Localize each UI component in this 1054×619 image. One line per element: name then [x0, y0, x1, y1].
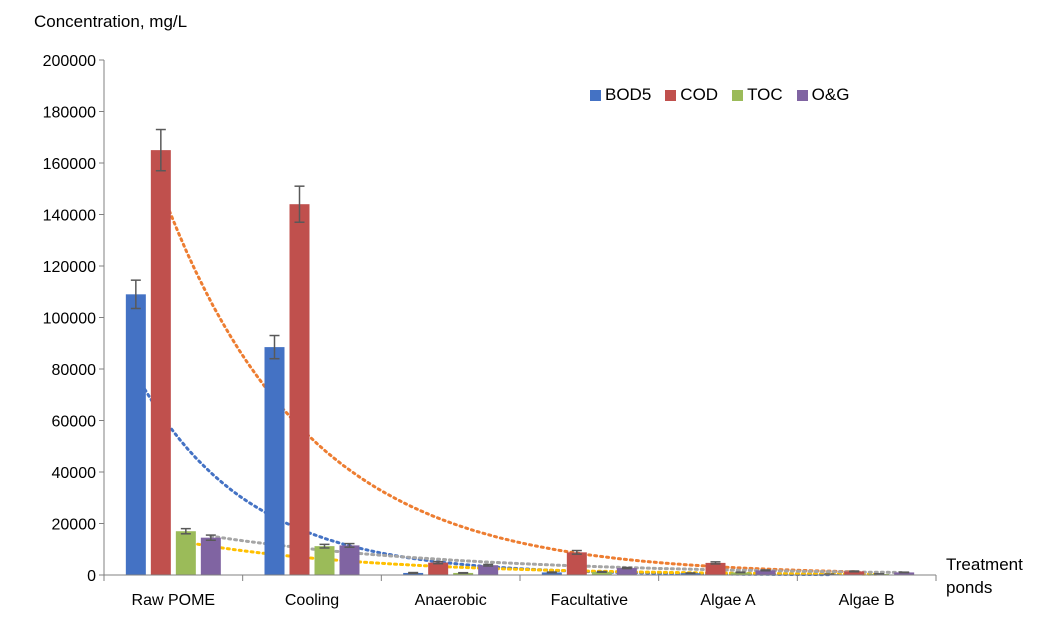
- bar-og: [894, 572, 915, 575]
- y-tick-label: 60000: [52, 414, 97, 431]
- y-tick-label: 80000: [52, 362, 97, 379]
- x-tick-label: Cooling: [285, 592, 339, 609]
- x-axis-title-line: Treatment: [946, 555, 1023, 574]
- trendline-bod5: [134, 372, 831, 577]
- y-tick-label: 40000: [52, 465, 97, 482]
- bar-toc: [730, 572, 751, 575]
- y-tick-label: 140000: [43, 208, 96, 225]
- bar-cod: [289, 204, 310, 575]
- legend-swatch: [732, 89, 744, 101]
- legend-item: O&G: [796, 85, 850, 105]
- y-tick-label: 20000: [52, 517, 97, 534]
- x-tick-label: Raw POME: [132, 592, 216, 609]
- x-tick-label: Anaerobic: [415, 592, 487, 609]
- legend-swatch: [665, 89, 677, 101]
- bar-toc: [453, 572, 474, 575]
- y-tick-label: 200000: [43, 53, 96, 70]
- bar-bod5: [541, 572, 562, 575]
- legend: BOD5 COD TOC O&G: [590, 85, 849, 105]
- legend-label: O&G: [811, 85, 850, 104]
- y-tick-label: 0: [87, 568, 96, 585]
- bar-cod: [150, 150, 171, 575]
- bar-og: [200, 537, 221, 575]
- bar-toc: [175, 531, 196, 575]
- legend-swatch: [796, 89, 808, 101]
- bar-bod5: [125, 294, 146, 575]
- legend-label: TOC: [747, 85, 783, 104]
- y-tick-label: 120000: [43, 259, 96, 276]
- bar-og: [616, 568, 637, 575]
- trendlines: [134, 187, 906, 577]
- error-bars: [130, 128, 910, 576]
- axes: 0 20000 40000 60000 80000 100000 120000 140000 1…: [43, 53, 937, 609]
- bar-bod5: [264, 347, 285, 575]
- y-tick-label: 180000: [43, 105, 96, 122]
- bar-cod: [844, 571, 865, 575]
- bars: [125, 150, 915, 575]
- x-tick-label: Facultative: [551, 592, 628, 609]
- legend-item: BOD5: [590, 85, 651, 105]
- x-tick-label: Algae B: [839, 592, 895, 609]
- bar-cod: [428, 562, 449, 575]
- legend-label: BOD5: [605, 85, 652, 104]
- y-axis-title: Concentration, mg/L: [34, 12, 188, 31]
- legend-label: COD: [680, 85, 719, 104]
- bar-og: [478, 565, 499, 575]
- legend-item: COD: [665, 85, 718, 105]
- legend-swatch: [590, 89, 601, 101]
- x-tick-label: Algae A: [700, 592, 755, 609]
- bar-toc: [314, 546, 335, 575]
- bar-cod: [705, 562, 726, 575]
- bar-og: [755, 570, 776, 575]
- bar-og: [339, 545, 360, 575]
- x-axis-title-line: ponds: [946, 578, 993, 597]
- y-tick-label: 100000: [43, 311, 96, 328]
- y-tick-label: 160000: [43, 156, 96, 173]
- bar-cod: [566, 552, 587, 575]
- legend-item: TOC: [732, 85, 783, 105]
- bar-toc: [591, 571, 612, 575]
- x-axis-title: Treatment ponds: [946, 553, 1023, 599]
